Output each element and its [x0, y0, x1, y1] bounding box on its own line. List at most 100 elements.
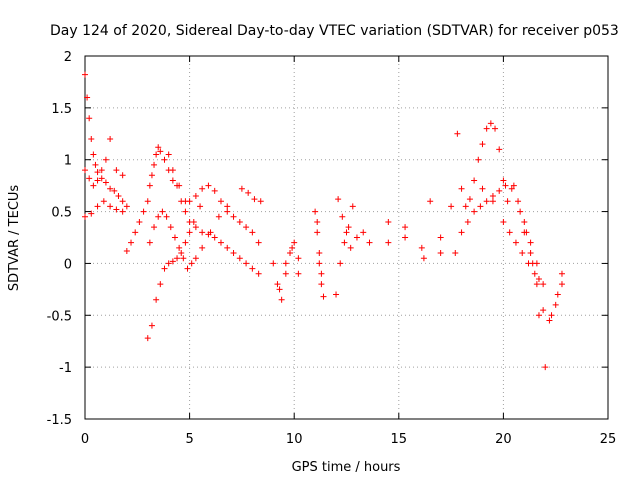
- data-point: [192, 224, 199, 231]
- data-point: [337, 260, 344, 267]
- data-point: [94, 203, 101, 210]
- data-point: [462, 203, 469, 210]
- data-point: [153, 151, 160, 158]
- data-point: [339, 213, 346, 220]
- data-point: [249, 229, 256, 236]
- data-point: [159, 208, 166, 215]
- x-tick-label: 20: [495, 432, 512, 447]
- y-tick-label: 0.5: [51, 206, 72, 221]
- data-point: [155, 144, 162, 151]
- data-point: [211, 187, 218, 194]
- x-tick-label: 15: [391, 432, 408, 447]
- data-point: [521, 218, 528, 225]
- data-point: [552, 301, 559, 308]
- data-point: [236, 218, 243, 225]
- data-point: [199, 244, 206, 251]
- data-point: [496, 187, 503, 194]
- data-point: [558, 270, 565, 277]
- data-point: [94, 169, 101, 176]
- data-point: [289, 244, 296, 251]
- data-point: [186, 218, 193, 225]
- data-point: [82, 71, 88, 78]
- x-tick-label: 25: [600, 432, 617, 447]
- data-point: [249, 265, 256, 272]
- data-point: [333, 291, 340, 298]
- data-point: [320, 293, 327, 300]
- data-point: [529, 260, 536, 267]
- data-point: [107, 135, 114, 142]
- data-point: [345, 224, 352, 231]
- data-point: [128, 239, 135, 246]
- data-point: [479, 141, 486, 148]
- data-point: [224, 208, 231, 215]
- data-point: [437, 234, 444, 241]
- data-point: [295, 270, 302, 277]
- y-tick-label: -1: [59, 361, 72, 376]
- tick-layer: 0 5 10 15 20 25 -1.5 -1 -0.5 0 0.5 1 1.5 2: [47, 50, 617, 447]
- data-point: [224, 203, 231, 210]
- data-point: [169, 258, 176, 265]
- data-point: [243, 224, 250, 231]
- x-tick-label: 10: [286, 432, 303, 447]
- data-point: [512, 239, 519, 246]
- data-point: [558, 281, 565, 288]
- data-point: [88, 210, 95, 217]
- data-point: [489, 198, 496, 205]
- data-point: [251, 196, 258, 203]
- data-point: [245, 189, 252, 196]
- data-point: [102, 179, 109, 186]
- data-point: [452, 250, 459, 257]
- data-point: [182, 208, 189, 215]
- data-point: [199, 229, 206, 236]
- x-tick-label: 5: [185, 432, 193, 447]
- data-point: [314, 229, 321, 236]
- data-point: [295, 255, 302, 262]
- x-axis-label: GPS time / hours: [292, 460, 401, 475]
- data-point: [86, 175, 93, 182]
- data-point: [314, 218, 321, 225]
- data-point: [146, 239, 153, 246]
- data-point: [546, 317, 553, 324]
- data-point: [278, 296, 285, 303]
- data-point: [163, 213, 170, 220]
- data-point: [535, 312, 542, 319]
- data-point: [418, 244, 425, 251]
- data-point: [178, 250, 185, 257]
- data-point: [316, 260, 323, 267]
- data-point: [282, 270, 289, 277]
- data-point: [176, 244, 183, 251]
- data-point: [157, 281, 164, 288]
- data-point: [171, 234, 178, 241]
- data-point: [508, 185, 515, 192]
- data-point: [197, 203, 204, 210]
- data-point: [107, 185, 114, 192]
- data-point: [107, 203, 114, 210]
- data-point: [255, 239, 262, 246]
- data-point: [167, 224, 174, 231]
- y-tick-label: 2: [64, 50, 72, 65]
- data-point: [174, 182, 181, 189]
- data-point: [487, 120, 494, 127]
- data-point: [136, 218, 143, 225]
- data-point: [517, 208, 524, 215]
- data-point: [236, 255, 243, 262]
- data-point: [420, 255, 427, 262]
- data-point: [82, 167, 88, 174]
- data-point: [243, 260, 250, 267]
- y-tick-label: 0: [64, 257, 72, 272]
- data-point: [554, 291, 561, 298]
- data-point: [186, 198, 193, 205]
- data-point: [287, 250, 294, 257]
- data-point: [192, 193, 199, 200]
- data-point: [347, 244, 354, 251]
- data-point: [479, 185, 486, 192]
- data-point: [533, 281, 540, 288]
- data-point: [94, 177, 101, 184]
- data-point: [151, 161, 158, 168]
- data-point: [155, 213, 162, 220]
- data-point: [148, 172, 155, 179]
- data-point: [123, 247, 130, 254]
- data-point: [180, 255, 187, 262]
- data-point: [184, 265, 191, 272]
